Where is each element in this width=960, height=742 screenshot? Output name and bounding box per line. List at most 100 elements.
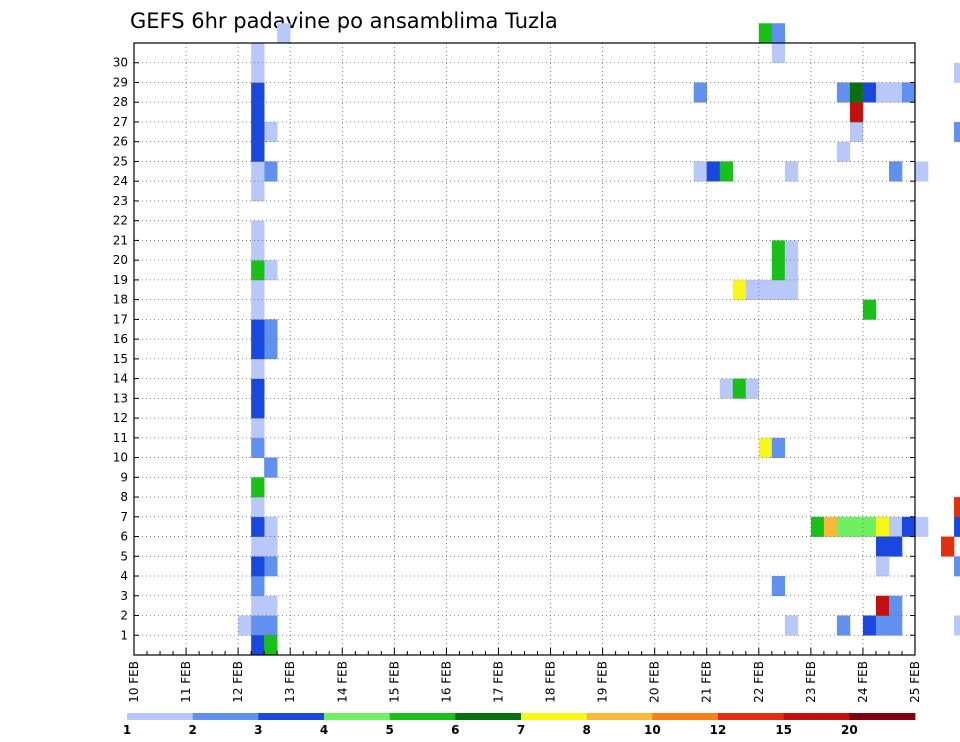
heatmap-cell xyxy=(849,121,864,143)
legend-swatch xyxy=(258,713,325,720)
heatmap-cell xyxy=(251,279,265,300)
legend-label: 8 xyxy=(582,723,590,737)
heatmap-cell xyxy=(264,536,278,557)
x-tick-label: 15 FEB xyxy=(387,661,401,703)
x-tick-label: 10 FEB xyxy=(127,661,141,703)
heatmap-cell xyxy=(251,62,265,83)
y-tick-label: 3 xyxy=(120,589,128,603)
heatmap-cell xyxy=(875,615,890,636)
legend-swatch xyxy=(455,713,522,720)
heatmap-cell xyxy=(823,516,838,537)
heatmap-cell xyxy=(758,437,773,458)
heatmap-cell xyxy=(264,635,278,656)
heatmap-cell xyxy=(810,516,825,537)
y-tick-label: 25 xyxy=(113,154,128,168)
legend-label: 12 xyxy=(710,723,727,737)
legend-swatch xyxy=(389,713,456,720)
heatmap-cell xyxy=(888,536,903,557)
heatmap-cell xyxy=(264,457,278,478)
colorbar-legend: 1 2 3 4 5 6 7 8 10 12 15 20 xyxy=(123,713,916,737)
y-tick-label: 24 xyxy=(113,174,128,188)
heatmap-cell xyxy=(706,161,721,182)
heatmap-cell xyxy=(771,279,786,300)
heatmap-cell xyxy=(745,279,760,300)
x-tick-label: 11 FEB xyxy=(179,661,193,703)
y-axis: 1234567891011121314151617181920212223242… xyxy=(113,56,915,642)
y-tick-label: 30 xyxy=(113,56,128,70)
heatmap-cell xyxy=(251,497,265,518)
y-tick-label: 18 xyxy=(113,293,128,307)
heatmap-cell xyxy=(264,260,278,281)
chart-title: GEFS 6hr padavine po ansamblima Tuzla xyxy=(130,9,558,33)
y-tick-label: 29 xyxy=(113,75,128,89)
y-tick-label: 20 xyxy=(113,253,128,267)
x-axis: 10 FEB 11 FEB 12 FEB 13 FEB 14 FEB 15 FEB 16 F… xyxy=(127,648,922,703)
legend-label: 15 xyxy=(775,723,792,737)
heatmap-cell xyxy=(915,516,929,537)
heatmap-cell xyxy=(875,536,890,557)
heatmap-cell xyxy=(758,23,773,44)
heatmap-cell xyxy=(251,319,265,340)
y-tick-label: 22 xyxy=(113,214,128,228)
x-tick-label: 22 FEB xyxy=(752,661,766,703)
legend-swatch xyxy=(521,713,588,720)
heatmap-cell xyxy=(251,615,265,636)
heatmap-cell xyxy=(875,595,890,616)
heatmap-cell xyxy=(251,121,265,143)
legend-label: 20 xyxy=(841,723,858,737)
heatmap-cell xyxy=(251,576,265,597)
legend-swatch xyxy=(652,713,719,720)
legend-swatch xyxy=(586,713,653,720)
heatmap-cell xyxy=(264,339,278,360)
y-tick-label: 7 xyxy=(120,510,128,524)
heatmap-cell xyxy=(771,240,786,261)
y-tick-label: 17 xyxy=(113,312,128,326)
heatmap-cell xyxy=(732,279,747,300)
heatmap-cell xyxy=(251,556,265,577)
heatmap-cell xyxy=(875,516,890,537)
y-tick-label: 11 xyxy=(113,431,128,445)
heatmap-cell xyxy=(264,516,278,537)
y-tick-label: 2 xyxy=(120,609,128,623)
heatmap-cell xyxy=(771,576,786,597)
heatmap-cell xyxy=(888,161,903,182)
heatmap-cell xyxy=(849,516,864,537)
heatmap-cell xyxy=(901,82,916,103)
heatmap-cell xyxy=(836,615,851,636)
heatmap-cell xyxy=(251,102,265,123)
y-tick-label: 4 xyxy=(120,569,128,583)
heatmap-cell xyxy=(251,260,265,281)
x-tick-label: 13 FEB xyxy=(283,661,297,703)
y-tick-label: 23 xyxy=(113,194,128,208)
heatmap-cell xyxy=(251,477,265,498)
legend-swatch xyxy=(127,713,194,720)
y-tick-label: 8 xyxy=(120,490,128,504)
heatmap-cell xyxy=(251,299,265,320)
heatmap-cell xyxy=(251,240,265,261)
heatmap-cell xyxy=(862,615,877,636)
heatmap-cell xyxy=(784,161,799,182)
heatmap-cell xyxy=(264,595,278,616)
heatmap-cell xyxy=(954,497,960,518)
heatmap-cell xyxy=(888,516,903,537)
heatmap-cell xyxy=(251,358,265,379)
x-tick-label: 16 FEB xyxy=(439,661,453,703)
heatmap-cell xyxy=(251,635,265,656)
y-tick-label: 9 xyxy=(120,470,128,484)
x-tick-label: 12 FEB xyxy=(231,661,245,703)
heatmap-cell xyxy=(771,260,786,281)
heatmap-cell xyxy=(915,161,929,182)
heatmap-cell xyxy=(251,181,265,202)
heatmap-cell xyxy=(954,62,960,83)
heatmap-cell xyxy=(901,516,916,537)
y-tick-label: 14 xyxy=(113,372,128,386)
y-tick-label: 13 xyxy=(113,391,128,405)
heatmap-cell xyxy=(888,595,903,616)
heatmap-cell xyxy=(251,398,265,419)
heatmap-cell xyxy=(849,82,864,103)
heatmap-cell xyxy=(719,378,734,399)
heatmap-cell xyxy=(277,23,291,44)
heatmap-cell xyxy=(693,82,708,103)
y-tick-label: 5 xyxy=(120,549,128,563)
heatmap-cell xyxy=(251,220,265,241)
